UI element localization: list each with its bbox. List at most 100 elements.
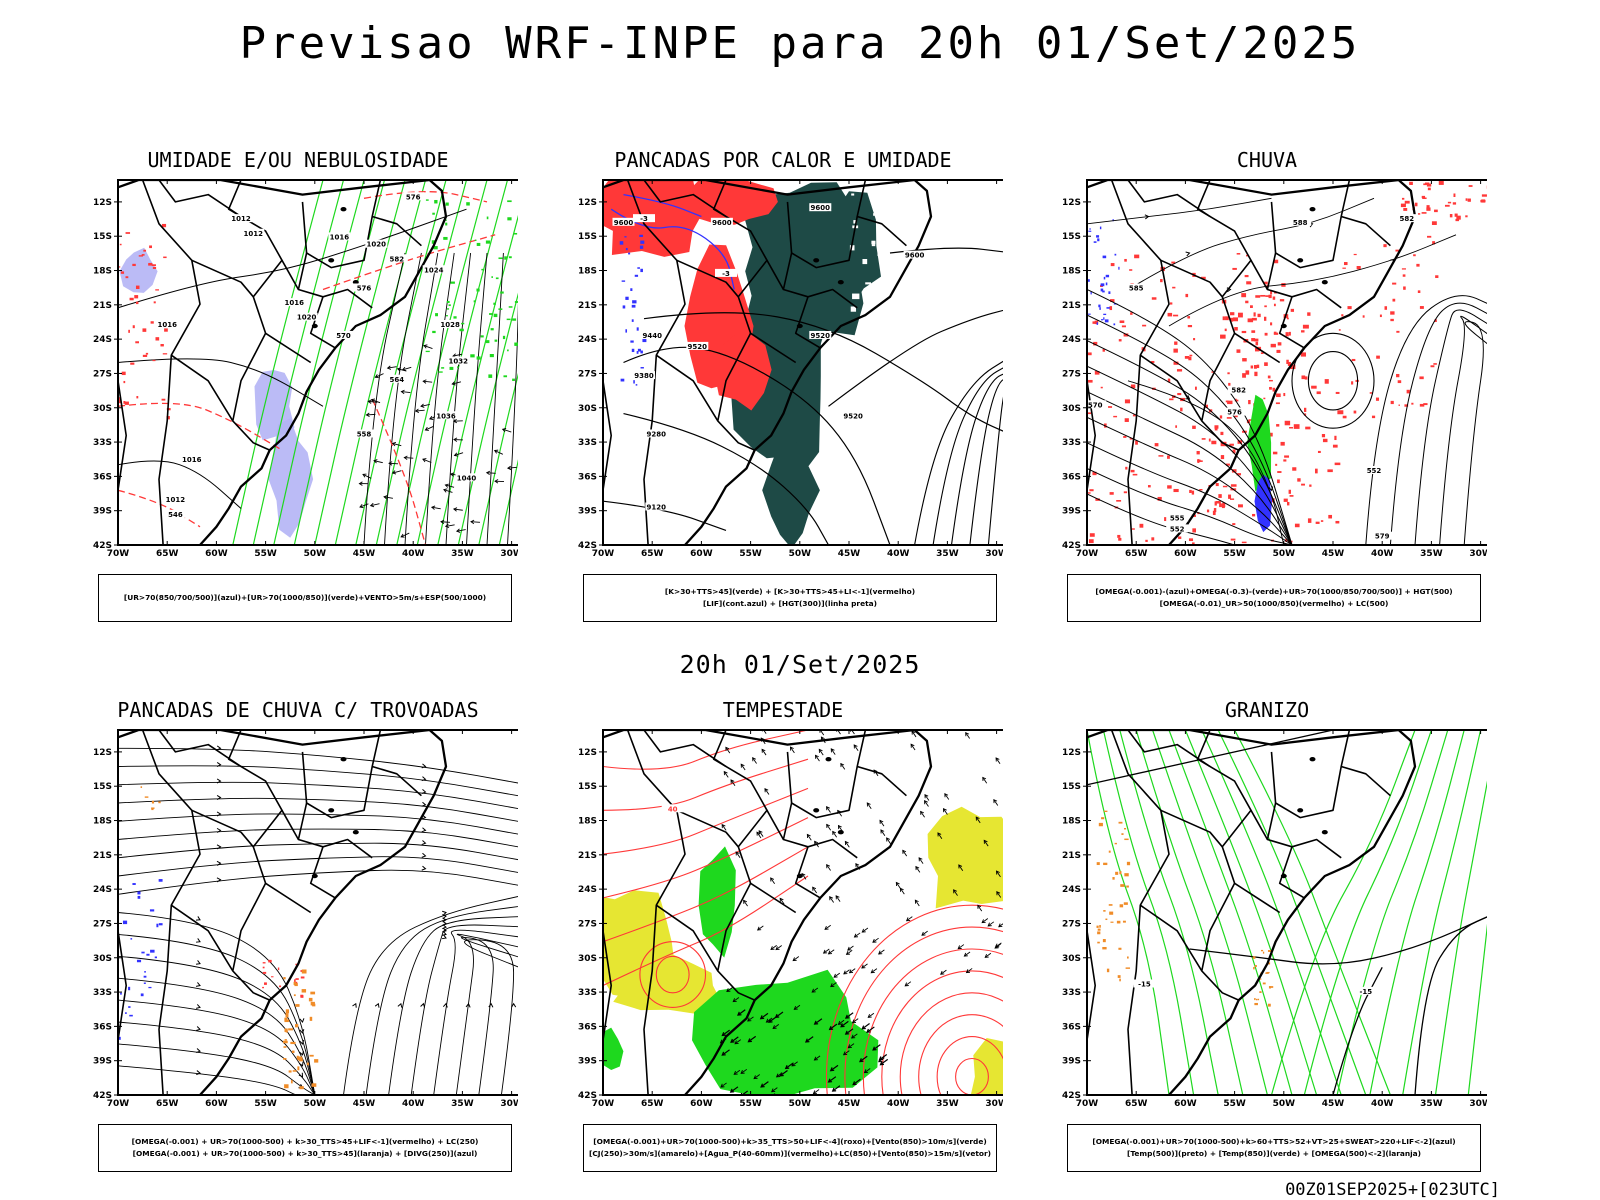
streamline-arrow bbox=[299, 1029, 305, 1034]
contour-label: 1024 bbox=[424, 266, 444, 274]
shaded-cell bbox=[1289, 331, 1291, 336]
shaded-cell bbox=[904, 293, 910, 296]
panel-legend: [UR>70(850/700/500)](azul)+[UR>70(1000/8… bbox=[98, 574, 512, 622]
wind-vector bbox=[811, 987, 819, 993]
shaded-cell bbox=[124, 1012, 127, 1014]
shaded-cell bbox=[149, 909, 155, 912]
shaded-cell bbox=[498, 308, 503, 310]
wind-vector-head bbox=[770, 946, 775, 951]
shaded-cell bbox=[1119, 320, 1125, 324]
wind-vector-head bbox=[818, 748, 823, 753]
streamline-arrow bbox=[1185, 251, 1191, 257]
lon-tick-label: 45W bbox=[1322, 549, 1345, 559]
wind-vector-head bbox=[813, 1020, 819, 1025]
contour-label-bg bbox=[180, 455, 203, 464]
wind-vector-head bbox=[374, 374, 379, 379]
wind-vector-head bbox=[396, 367, 402, 372]
shaded-cell bbox=[1193, 338, 1196, 341]
wind-vector bbox=[392, 470, 402, 474]
shaded-cell bbox=[1185, 293, 1189, 298]
streamline-arrow bbox=[442, 910, 447, 916]
contour-label-bg bbox=[1289, 217, 1312, 226]
shaded-cell bbox=[514, 301, 518, 303]
wind-vector-head bbox=[914, 899, 919, 904]
shaded-cell bbox=[1414, 202, 1418, 207]
instability-area-red bbox=[713, 333, 772, 411]
thickness-contour bbox=[118, 489, 201, 528]
shaded-cell bbox=[450, 281, 455, 284]
shaded-cell bbox=[1305, 426, 1311, 430]
wind-vector bbox=[790, 746, 795, 754]
wind-vector bbox=[397, 368, 407, 372]
wind-vector bbox=[760, 1081, 769, 1088]
wind-vector-head bbox=[957, 945, 962, 950]
wind-vector-head bbox=[784, 1064, 790, 1070]
lat-tick-label: 21S bbox=[1062, 851, 1081, 861]
wind-vector bbox=[823, 948, 830, 954]
lon-tick-label: 65W bbox=[156, 1099, 179, 1109]
contour-label: 552 bbox=[1170, 525, 1185, 533]
wind-vector-head bbox=[859, 1058, 864, 1063]
wind-vector-head bbox=[830, 748, 835, 753]
wind-vector-head bbox=[975, 816, 980, 821]
lat-tick-label: 30S bbox=[578, 954, 597, 964]
pressure-isobar bbox=[363, 252, 406, 545]
shaded-cell bbox=[1099, 307, 1101, 310]
shaded-cell bbox=[1398, 404, 1400, 406]
lat-tick-label: 21S bbox=[1062, 301, 1081, 311]
shaded-cell bbox=[1096, 235, 1100, 238]
shaded-cell bbox=[1230, 317, 1234, 322]
shaded-cell bbox=[1143, 348, 1146, 352]
pressure-isobar bbox=[118, 358, 324, 407]
lat-tick-label: 33S bbox=[578, 988, 597, 998]
shaded-cell bbox=[485, 240, 491, 244]
lat-tick-label: 15S bbox=[578, 232, 597, 242]
wind-vector-head bbox=[824, 925, 829, 930]
contour-label: 558 bbox=[357, 431, 372, 439]
wind-vector bbox=[359, 503, 369, 508]
wind-vector bbox=[371, 399, 381, 404]
wind-vector-head bbox=[806, 833, 811, 839]
lat-tick-label: 27S bbox=[578, 369, 597, 379]
shaded-cell bbox=[290, 1041, 296, 1045]
shaded-cell bbox=[1115, 871, 1119, 875]
wind-vector bbox=[866, 802, 872, 810]
wind-vector-head bbox=[842, 1051, 848, 1056]
contour-label: 570 bbox=[336, 332, 351, 340]
legend-line: [OMEGA(-0.001) + UR>70(1000-500) + k>30_… bbox=[131, 1137, 479, 1146]
shaded-cell bbox=[502, 335, 506, 340]
shaded-cell bbox=[136, 959, 142, 963]
wind-vector bbox=[453, 508, 463, 511]
height-contour bbox=[950, 373, 1003, 545]
shaded-cell bbox=[902, 334, 909, 337]
shaded-cell bbox=[124, 401, 129, 405]
shaded-cell bbox=[310, 991, 316, 995]
shaded-cell bbox=[262, 971, 267, 974]
wind-vector-head bbox=[848, 969, 854, 974]
shaded-cell bbox=[1426, 207, 1431, 211]
contour-label-bg bbox=[645, 502, 668, 511]
streamline-arrow bbox=[195, 938, 201, 943]
contour-ring bbox=[1291, 332, 1375, 429]
streamline bbox=[365, 906, 518, 1095]
panel-tempestade: TEMPESTADE 40 12S 15S 18S 21S 24S 27S 30S 33S 36S… bbox=[563, 698, 1003, 1178]
lon-tick-label: 45W bbox=[353, 549, 376, 559]
shaded-cell bbox=[1406, 389, 1410, 394]
contour-label: 582 bbox=[1231, 387, 1246, 395]
shaded-cell bbox=[161, 398, 166, 401]
streamline-arrow bbox=[420, 1002, 426, 1008]
wind-vector bbox=[966, 968, 973, 973]
wind-vector bbox=[425, 425, 434, 431]
shaded-cell bbox=[1277, 342, 1282, 346]
shaded-cell bbox=[1215, 482, 1219, 487]
jet-area-yellow bbox=[927, 806, 1003, 909]
height-contour bbox=[1087, 467, 1293, 545]
wind-vector-head bbox=[494, 479, 499, 484]
streamline bbox=[118, 828, 518, 848]
shaded-cell bbox=[1184, 356, 1190, 359]
contour-label: 9280 bbox=[647, 431, 667, 439]
contour-label: 552 bbox=[1367, 467, 1382, 475]
streamline bbox=[464, 939, 518, 1095]
wind-vector bbox=[494, 450, 504, 455]
streamline bbox=[455, 933, 518, 1095]
